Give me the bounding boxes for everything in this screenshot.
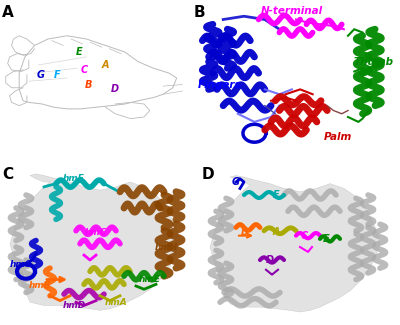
Text: hmC: hmC	[85, 228, 107, 237]
Text: D: D	[111, 84, 119, 94]
Text: A: A	[102, 60, 109, 70]
Text: Palm: Palm	[324, 132, 352, 141]
Text: F: F	[54, 70, 61, 80]
Text: C: C	[2, 167, 13, 182]
Text: hmA: hmA	[105, 298, 127, 307]
Text: F: F	[273, 190, 279, 200]
Text: B: B	[194, 5, 206, 20]
Text: D: D	[266, 255, 274, 265]
Text: hmD: hmD	[62, 301, 86, 310]
Text: hmG: hmG	[10, 260, 33, 269]
Text: Thumb: Thumb	[354, 57, 394, 67]
Text: C: C	[300, 231, 308, 240]
Text: A: A	[272, 227, 280, 237]
Text: C: C	[81, 65, 88, 75]
Text: B: B	[240, 227, 248, 237]
Text: N-terminal: N-terminal	[261, 6, 323, 16]
Polygon shape	[210, 176, 380, 312]
Text: hmE: hmE	[139, 275, 161, 284]
Text: G: G	[232, 177, 240, 187]
Text: B: B	[85, 80, 92, 89]
Polygon shape	[10, 174, 180, 310]
Text: D: D	[202, 167, 215, 182]
Text: Fingers: Fingers	[198, 80, 242, 89]
Text: E: E	[76, 47, 82, 57]
Text: A: A	[2, 5, 14, 20]
Text: hmB: hmB	[29, 281, 51, 291]
Text: hmF: hmF	[63, 174, 85, 183]
Text: hmH: hmH	[154, 242, 178, 252]
Text: G: G	[36, 70, 44, 80]
Text: E: E	[323, 234, 329, 244]
